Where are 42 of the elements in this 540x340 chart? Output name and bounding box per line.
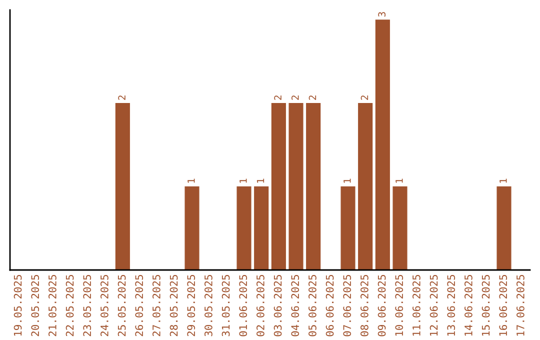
data-label: 1 [344, 178, 351, 183]
x-tick-label: 31.05.2025 [222, 275, 230, 336]
x-tick-label: 29.05.2025 [187, 275, 196, 336]
x-tick-label: 21.05.2025 [48, 275, 56, 336]
x-tick-label: 11.06.2025 [412, 275, 420, 336]
data-label: 1 [396, 178, 403, 183]
x-tick-label: 14.06.2025 [464, 275, 472, 336]
data-label: 1 [256, 178, 264, 183]
x-tick-label: 17.06.2025 [516, 275, 524, 336]
x-tick-label: 27.05.2025 [152, 275, 160, 336]
data-label: 2 [118, 96, 126, 100]
x-tick-label: 09.06.2025 [378, 275, 386, 336]
x-tick-label: 26.05.2025 [135, 275, 144, 336]
x-tick-label: 01.06.2025 [239, 275, 248, 336]
x-tick-label: 15.06.2025 [482, 275, 490, 336]
x-tick-label: 16.06.2025 [499, 275, 508, 336]
x-tick-label: 23.05.2025 [83, 275, 92, 336]
x-tick-label: 06.06.2025 [326, 275, 334, 336]
x-tick-label: 08.06.2025 [360, 275, 368, 336]
x-tick-label: 12.06.2025 [430, 275, 438, 336]
data-label: 2 [308, 96, 316, 100]
data-label: 1 [240, 178, 247, 183]
x-tick-label: 24.05.2025 [100, 275, 108, 336]
x-tick-label: 04.06.2025 [291, 275, 300, 336]
x-tick-label: 05.06.2025 [308, 275, 316, 336]
x-tick-label: 28.05.2025 [170, 275, 178, 336]
x-tick-label: 19.05.2025 [14, 275, 22, 336]
data-label: 2 [274, 96, 282, 100]
x-tick-label: 22.05.2025 [66, 275, 74, 336]
data-label: 1 [500, 178, 507, 183]
data-label: 1 [188, 178, 195, 183]
x-tick-label: 10.06.2025 [395, 275, 404, 336]
x-tick-label: 25.05.2025 [118, 275, 126, 336]
data-label: 2 [291, 96, 299, 100]
x-tick-label: 07.06.2025 [343, 275, 352, 336]
data-label: 3 [378, 12, 386, 17]
data-label: 2 [360, 96, 368, 100]
x-tick-label: 20.05.2025 [31, 275, 40, 336]
x-tick-label: 13.06.2025 [447, 275, 456, 336]
x-tick-label: 02.06.2025 [256, 275, 264, 336]
x-tick-label: 03.06.2025 [274, 275, 282, 336]
x-tick-label: 30.05.2025 [204, 275, 212, 336]
